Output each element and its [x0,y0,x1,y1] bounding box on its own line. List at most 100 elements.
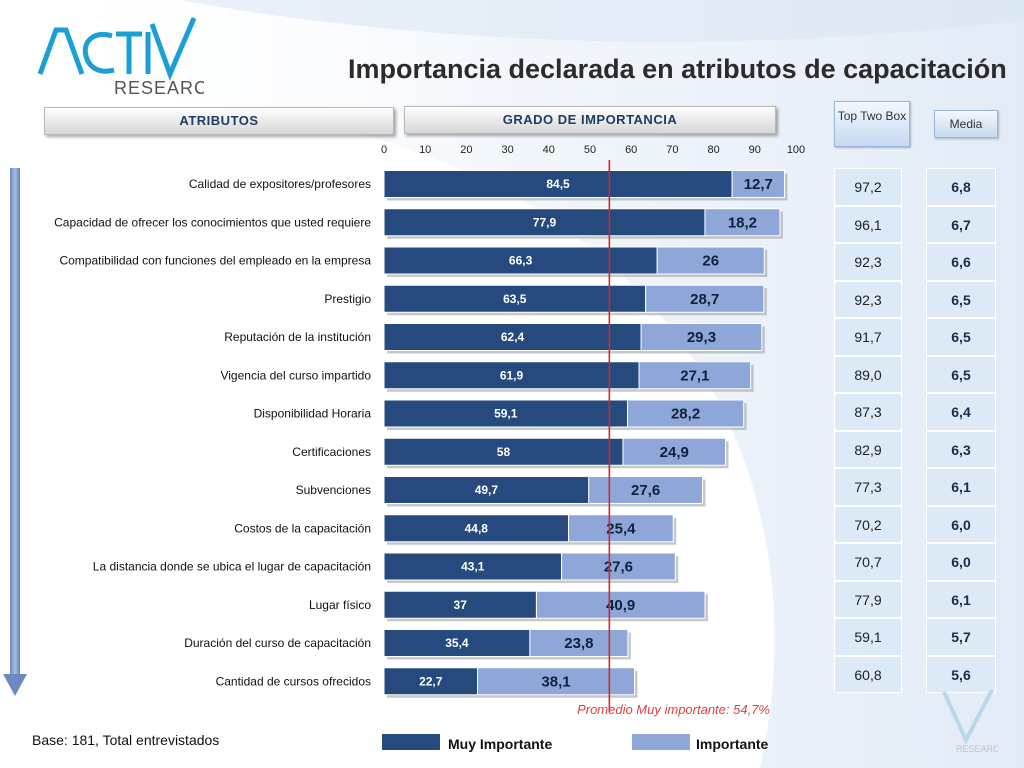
media-cell: 6,5 [926,318,996,356]
x-tick-label: 30 [501,144,513,156]
bar-importante [477,667,635,696]
category-label: Costos de la capacitación [234,521,371,535]
bar-muy-importante [383,629,531,657]
media-cell: 6,1 [926,468,996,506]
value-label-muy-importante: 63,5 [503,292,527,306]
x-tick-label: 70 [666,144,678,156]
bar-muy-importante [383,476,590,504]
category-label: Capacidad de ofrecer los conocimientos q… [54,215,371,229]
media-header: Media [934,110,998,138]
top-two-box-cell: 92,3 [834,243,902,281]
top-two-box-cell: 82,9 [834,430,902,468]
bar-muy-importante [383,170,733,198]
value-label-importante: 24,9 [660,444,689,461]
x-tick-label: 100 [787,144,805,156]
value-label-muy-importante: 49,7 [475,483,499,497]
bar-muy-importante [383,208,706,237]
bar-importante [638,361,752,390]
category-label: Vigencia del curso impartido [220,368,371,382]
media-cell: 6,0 [926,505,996,543]
value-label-importante: 28,7 [690,291,719,308]
media-cell: 6,3 [926,430,996,468]
media-cell: 6,5 [926,355,996,393]
atributos-header: ATRIBUTOS [44,107,394,135]
top-two-box-header: Top Two Box [834,101,910,147]
value-label-importante: 12,7 [744,176,773,193]
top-two-box-cell: 77,9 [834,580,902,618]
bar-importante [588,476,703,504]
value-label-importante: 27,1 [680,367,709,384]
value-label-muy-importante: 84,5 [546,177,570,191]
activa-research-logo: RESEARCH [37,17,204,98]
bar-muy-importante [383,323,642,351]
top-two-box-cell: 91,7 [834,318,902,356]
value-label-importante: 23,8 [564,635,593,652]
value-label-muy-importante: 35,4 [445,636,469,650]
top-two-box-cell: 70,2 [834,505,902,543]
x-tick-label: 60 [625,144,637,156]
x-tick-label: 20 [460,144,472,156]
value-label-importante: 18,2 [728,214,757,231]
x-tick-label: 0 [381,144,387,156]
bar-muy-importante [383,590,537,619]
bar-muy-importante [383,514,570,543]
category-label: Calidad de expositores/profesores [189,177,371,191]
bar-muy-importante [383,437,624,466]
top-two-box-cell: 70,7 [834,543,902,581]
value-label-muy-importante: 77,9 [533,215,557,229]
category-label: Duración del curso de capacitación [184,636,371,650]
category-label: Reputación de la institución [224,330,371,344]
page-title: Importancia declarada en atributos de ca… [348,54,1007,84]
category-label: Cantidad de cursos ofrecidos [216,674,371,688]
legend-label-importante: Importante [696,736,769,752]
bar-importante [731,170,785,198]
value-label-importante: 29,3 [687,329,716,346]
value-label-muy-importante: 43,1 [461,560,485,574]
category-label: Compatibilidad con funciones del emplead… [59,254,371,268]
top-two-box-cell: 60,8 [834,655,902,693]
media-cell: 6,5 [926,280,996,318]
category-label: Lugar físico [309,598,371,612]
x-tick-label: 40 [543,144,555,156]
x-tick-label: 80 [707,144,719,156]
average-label: Promedio Muy importante: 54,7% [577,702,770,717]
media-cell: 6,8 [926,168,996,206]
x-tick-label: 90 [749,144,761,156]
grado-importancia-header: GRADO DE IMPORTANCIA [404,106,776,134]
bar-importante [626,399,745,428]
x-tick-label: 50 [584,144,596,156]
bar-importante [656,246,765,275]
importance-arrow [3,168,27,696]
value-label-importante: 28,2 [671,406,700,423]
category-label: Prestigio [324,292,371,306]
top-two-box-cell: 89,0 [834,355,902,393]
bar-importante [529,629,629,657]
top-two-box-cell: 92,3 [834,280,902,318]
bar-importante [535,590,706,619]
bar-importante [645,284,765,313]
top-two-box-cell: 96,1 [834,205,902,243]
value-label-importante: 27,6 [631,482,660,499]
bar-importante [622,437,727,466]
bar-importante [640,323,763,351]
top-two-box-cell: 87,3 [834,393,902,431]
value-label-muy-importante: 58 [497,445,511,459]
svg-text:RESEARCH: RESEARCH [114,78,204,98]
value-label-importante: 25,4 [606,520,636,537]
media-cell: 6,0 [926,543,996,581]
value-label-muy-importante: 62,4 [501,330,525,344]
value-label-importante: 27,6 [604,559,633,576]
top-two-box-cell: 77,3 [834,468,902,506]
value-label-importante: 40,9 [606,597,635,614]
value-label-muy-importante: 66,3 [509,254,533,268]
bar-muy-importante [383,552,563,581]
value-label-importante: 38,1 [541,673,570,690]
x-tick-label: 10 [419,144,431,156]
bar-muy-importante [383,284,647,313]
legend-swatch-muy-importante [382,734,440,750]
media-cell: 6,1 [926,580,996,618]
category-label: La distancia donde se ubica el lugar de … [93,560,371,574]
media-cell: 5,6 [926,655,996,693]
value-label-muy-importante: 59,1 [494,407,518,421]
